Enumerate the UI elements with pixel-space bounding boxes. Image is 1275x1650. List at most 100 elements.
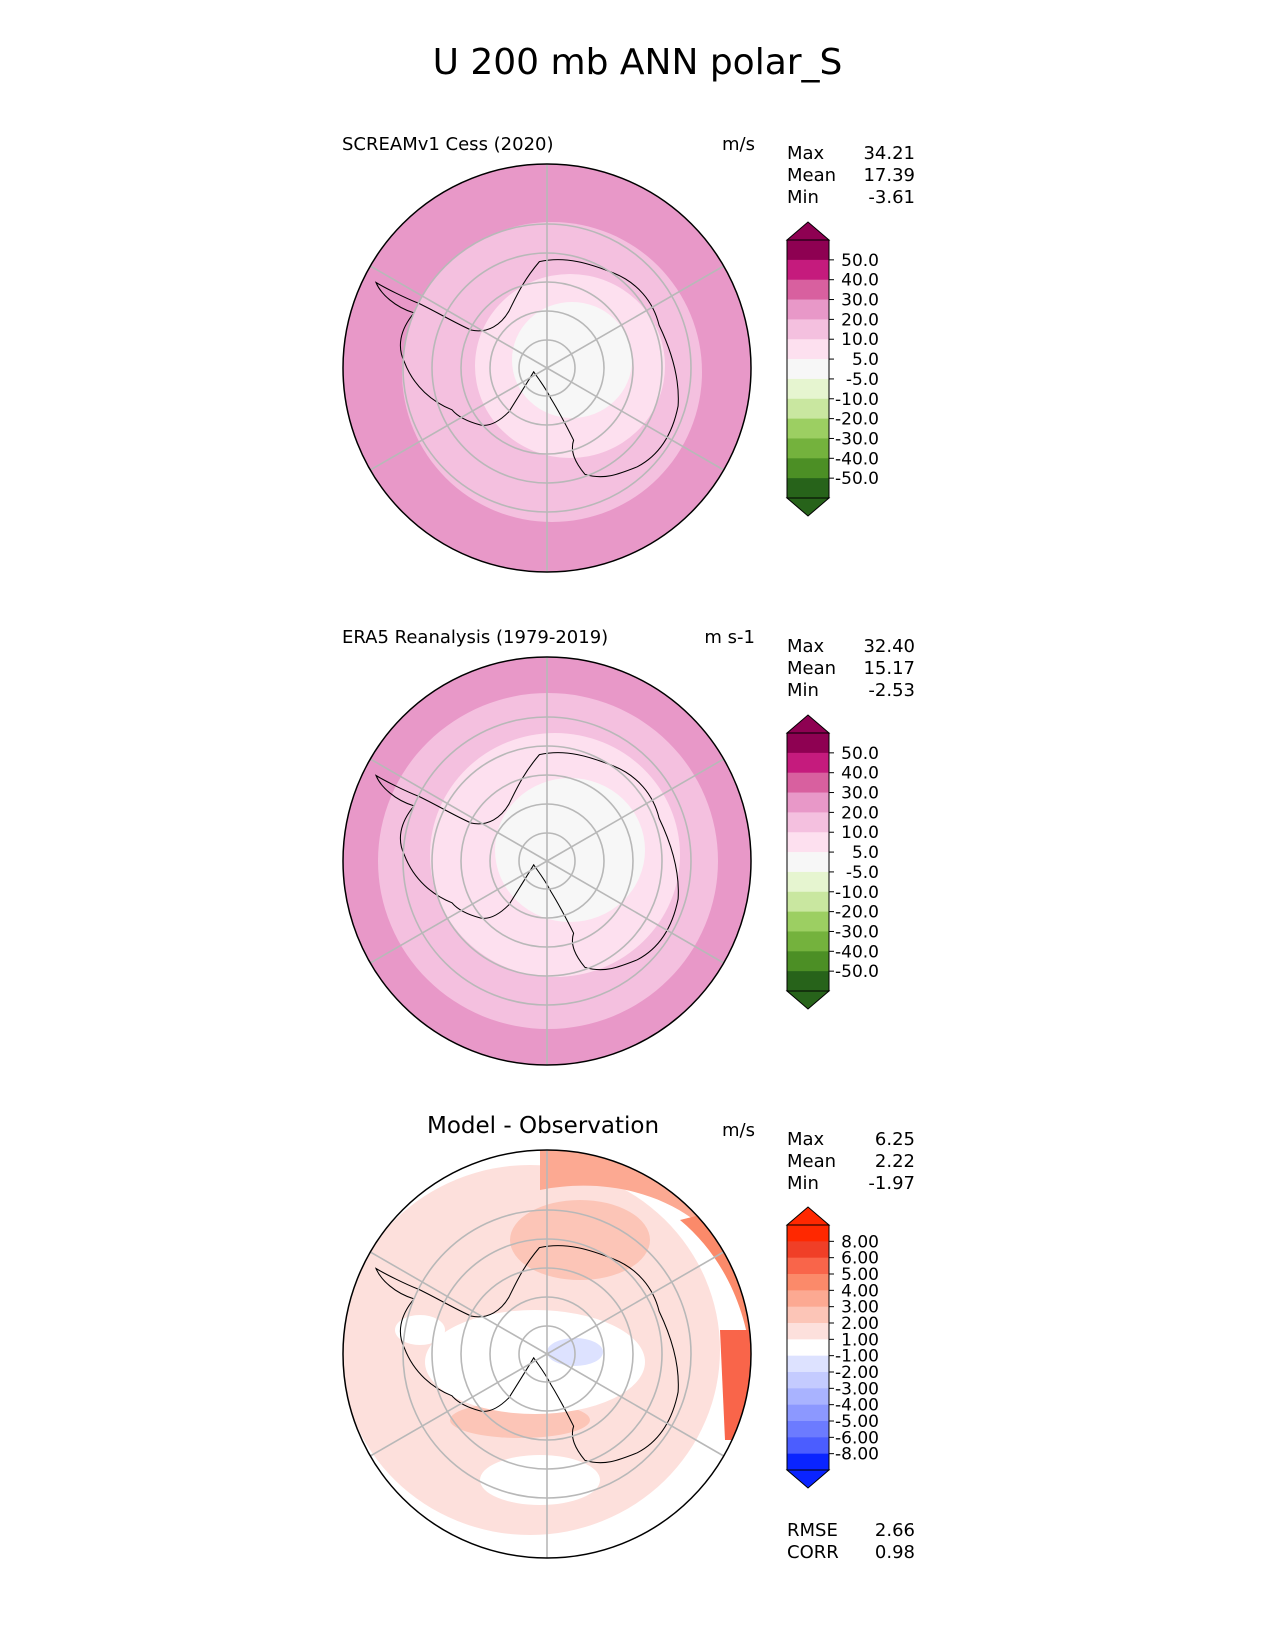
colorbar-extend-bottom bbox=[785, 1469, 831, 1489]
stat-label: CORR bbox=[787, 1542, 839, 1563]
colorbar-tick-label: -20.0 bbox=[835, 410, 879, 430]
colorbar-bin bbox=[787, 733, 829, 754]
stat-label: Max bbox=[787, 636, 825, 657]
colorbar-tick-label: -10.0 bbox=[835, 883, 879, 903]
colorbar-tick-label: 5.0 bbox=[852, 843, 879, 863]
colorbar-bin bbox=[787, 398, 829, 420]
map-border bbox=[342, 163, 752, 573]
colorbar-bin bbox=[787, 1257, 829, 1275]
colorbar-bin bbox=[787, 1241, 829, 1259]
colorbar-tick-label: 2.00 bbox=[841, 1314, 879, 1334]
map-overlay-3 bbox=[342, 1149, 752, 1559]
stat-value: 6.25 bbox=[874, 1129, 915, 1150]
panel-1-units: m/s bbox=[722, 134, 755, 155]
colorbar-bin bbox=[787, 1388, 829, 1406]
colorbar-tick-label: 3.00 bbox=[841, 1298, 879, 1318]
colorbar-tick-label: -30.0 bbox=[835, 429, 879, 449]
stat-value: 17.39 bbox=[863, 165, 915, 186]
stat-value: 15.17 bbox=[863, 658, 915, 679]
colorbar-b: 50.040.030.020.010.05.0-5.0-10.0-20.0-30… bbox=[785, 714, 879, 1010]
colorbar-bin bbox=[787, 1339, 829, 1357]
colorbar-tick-label: -5.00 bbox=[835, 1412, 879, 1432]
longitude-gridline bbox=[546, 1251, 725, 1355]
colorbar-frame bbox=[786, 732, 830, 992]
stat-value: -1.97 bbox=[868, 1173, 915, 1194]
stat-value: 2.22 bbox=[874, 1151, 915, 1172]
stat-label: Mean bbox=[787, 658, 837, 679]
colorbar-bin bbox=[787, 752, 829, 774]
colorbar-tick-label: 10.0 bbox=[841, 330, 879, 350]
colorbar-tick-label: -5.0 bbox=[846, 863, 879, 883]
colorbar-extend-top bbox=[785, 221, 831, 241]
stat-value: -3.61 bbox=[868, 187, 915, 208]
colorbar-bin bbox=[787, 299, 829, 320]
colorbar-tick-label: -50.0 bbox=[835, 469, 879, 489]
colorbar-tick-label: -2.00 bbox=[835, 1363, 879, 1383]
colorbar-bin bbox=[787, 1306, 829, 1324]
colorbar-tick-label: 10.0 bbox=[841, 823, 879, 843]
colorbar-tick-label: 5.00 bbox=[841, 1265, 879, 1285]
colorbar-bin bbox=[787, 1323, 829, 1340]
colorbar-bin bbox=[787, 259, 829, 281]
colorbar-bin bbox=[787, 792, 829, 813]
colorbar-frame bbox=[786, 1224, 830, 1471]
colorbar-bin bbox=[787, 931, 829, 952]
stat-label: Max bbox=[787, 1129, 825, 1150]
colorbar-tick-label: -6.00 bbox=[835, 1428, 879, 1448]
colorbar-tick-label: -20.0 bbox=[835, 903, 879, 923]
panel-3-extra-stats: RMSE 2.66 CORR 0.98 bbox=[787, 1520, 915, 1564]
colorbar-tick-label: 4.00 bbox=[841, 1281, 879, 1301]
panel-1-title: SCREAMv1 Cess (2020) bbox=[342, 134, 554, 155]
colorbar-tick-label: 20.0 bbox=[841, 803, 879, 823]
stat-label: Max bbox=[787, 143, 825, 164]
colorbar-tick-label: -40.0 bbox=[835, 449, 879, 469]
longitude-gridline bbox=[369, 1251, 548, 1355]
colorbar-bin bbox=[787, 240, 829, 261]
colorbar-tick-label: 50.0 bbox=[841, 744, 879, 764]
colorbar-tick-label: 20.0 bbox=[841, 310, 879, 330]
colorbar-extend-top bbox=[785, 714, 831, 734]
colorbar-bin bbox=[787, 1421, 829, 1438]
colorbar-bin bbox=[787, 339, 829, 360]
colorbar-bin bbox=[787, 1274, 829, 1291]
colorbar-c: 8.006.005.004.003.002.001.00-1.00-2.00-3… bbox=[785, 1206, 879, 1489]
colorbar-bin bbox=[787, 772, 829, 794]
stat-label: Mean bbox=[787, 165, 837, 186]
panel-3-stats: Max 6.25 Mean 2.22 Min -1.97 bbox=[787, 1129, 915, 1195]
colorbar-tick-label: -30.0 bbox=[835, 922, 879, 942]
colorbar-tick-label: 40.0 bbox=[841, 271, 879, 291]
colorbar-bin bbox=[787, 1437, 829, 1455]
longitude-gridline bbox=[369, 367, 548, 471]
colorbar-a: 50.040.030.020.010.05.0-5.0-10.0-20.0-30… bbox=[785, 221, 879, 517]
panel-2-stats: Max 32.40 Mean 15.17 Min -2.53 bbox=[787, 636, 915, 702]
longitude-gridline bbox=[546, 367, 725, 471]
colorbar-bin bbox=[787, 1404, 829, 1422]
stat-label: Mean bbox=[787, 1151, 837, 1172]
colorbar-bin bbox=[787, 871, 829, 893]
colorbar-tick-label: 30.0 bbox=[841, 784, 879, 804]
colorbar-tick-label: -40.0 bbox=[835, 942, 879, 962]
colorbar-tick-label: -10.0 bbox=[835, 390, 879, 410]
colorbar-bin bbox=[787, 852, 829, 873]
colorbar-bin bbox=[787, 1290, 829, 1308]
map-border bbox=[342, 656, 752, 1066]
colorbar-tick-label: 8.00 bbox=[841, 1232, 879, 1252]
colorbar-extend-bottom bbox=[785, 990, 831, 1010]
colorbar-bin bbox=[787, 438, 829, 459]
colorbar-tick-label: 50.0 bbox=[841, 251, 879, 271]
panel-1-stats: Max 34.21 Mean 17.39 Min -3.61 bbox=[787, 143, 915, 209]
colorbar-bin bbox=[787, 1372, 829, 1389]
stat-value: 0.98 bbox=[874, 1542, 915, 1563]
colorbar-bin bbox=[787, 359, 829, 380]
colorbar-bin bbox=[787, 319, 829, 340]
colorbar-tick-label: -8.00 bbox=[835, 1445, 879, 1465]
colorbar-bin bbox=[787, 279, 829, 301]
colorbar-tick-label: -5.0 bbox=[846, 370, 879, 390]
stat-value: 32.40 bbox=[863, 636, 915, 657]
colorbar-bin bbox=[787, 971, 829, 992]
stat-label: Min bbox=[787, 1173, 819, 1194]
map-a bbox=[343, 164, 751, 572]
stat-value: 34.21 bbox=[863, 143, 915, 164]
colorbar-tick-label: 40.0 bbox=[841, 764, 879, 784]
colorbar-bin bbox=[787, 1225, 829, 1242]
